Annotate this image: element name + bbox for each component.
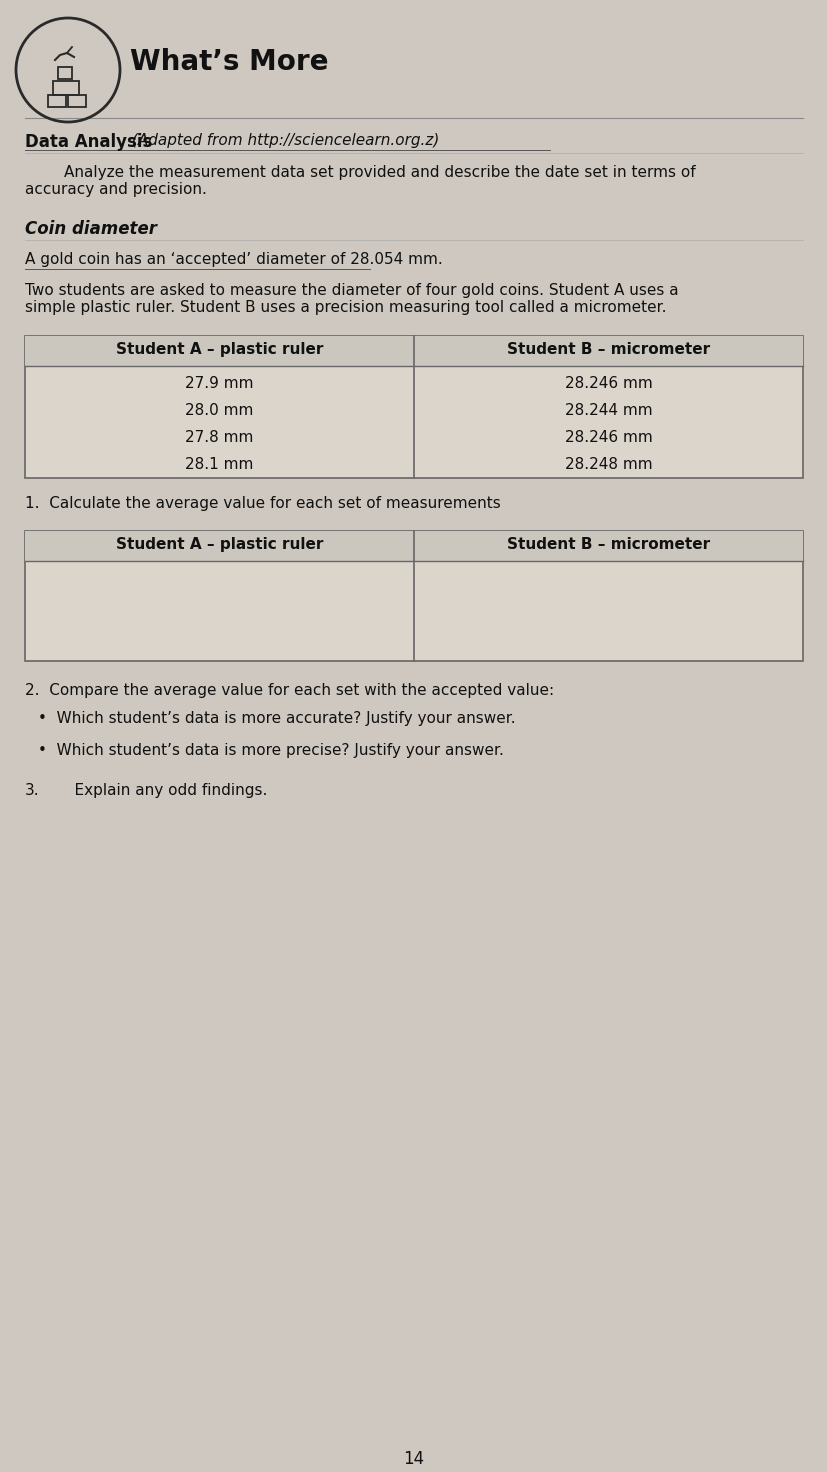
Text: Student B – micrometer: Student B – micrometer (506, 537, 710, 552)
Text: Two students are asked to measure the diameter of four gold coins. Student A use: Two students are asked to measure the di… (25, 283, 678, 315)
Text: Student A – plastic ruler: Student A – plastic ruler (116, 342, 323, 358)
Text: Student B – micrometer: Student B – micrometer (506, 342, 710, 358)
Text: What’s More: What’s More (130, 49, 328, 77)
Text: 28.246 mm: 28.246 mm (564, 430, 652, 445)
Text: 28.244 mm: 28.244 mm (564, 403, 652, 418)
Text: 27.9 mm: 27.9 mm (185, 375, 253, 392)
Text: Analyze the measurement data set provided and describe the date set in terms of
: Analyze the measurement data set provide… (25, 165, 695, 197)
Bar (25, 531, 802, 561)
Text: 28.246 mm: 28.246 mm (564, 375, 652, 392)
Text: A gold coin has an ‘accepted’ diameter of 28.054 mm.: A gold coin has an ‘accepted’ diameter o… (25, 252, 442, 266)
Bar (25, 531, 802, 661)
Text: 3.: 3. (25, 783, 40, 798)
Text: (Adapted from http://sciencelearn.org.z): (Adapted from http://sciencelearn.org.z) (127, 132, 439, 149)
Text: 28.0 mm: 28.0 mm (185, 403, 253, 418)
Text: Student A – plastic ruler: Student A – plastic ruler (116, 537, 323, 552)
Text: •  Which student’s data is more accurate? Justify your answer.: • Which student’s data is more accurate?… (38, 711, 515, 726)
Text: •  Which student’s data is more precise? Justify your answer.: • Which student’s data is more precise? … (38, 743, 504, 758)
Text: Coin diameter: Coin diameter (25, 219, 157, 238)
Bar (58, 68, 72, 79)
Text: 28.1 mm: 28.1 mm (185, 456, 253, 473)
Text: 14: 14 (403, 1450, 424, 1468)
Text: Explain any odd findings.: Explain any odd findings. (55, 783, 267, 798)
Text: 1.  Calculate the average value for each set of measurements: 1. Calculate the average value for each … (25, 496, 500, 511)
Text: 28.248 mm: 28.248 mm (564, 456, 652, 473)
Bar (68, 96, 86, 107)
Bar (25, 336, 802, 478)
Bar (53, 81, 79, 96)
Text: 2.  Compare the average value for each set with the accepted value:: 2. Compare the average value for each se… (25, 683, 553, 698)
Text: Data Analysis: Data Analysis (25, 132, 152, 152)
Bar (25, 336, 802, 367)
Bar (48, 96, 66, 107)
Text: 27.8 mm: 27.8 mm (185, 430, 253, 445)
